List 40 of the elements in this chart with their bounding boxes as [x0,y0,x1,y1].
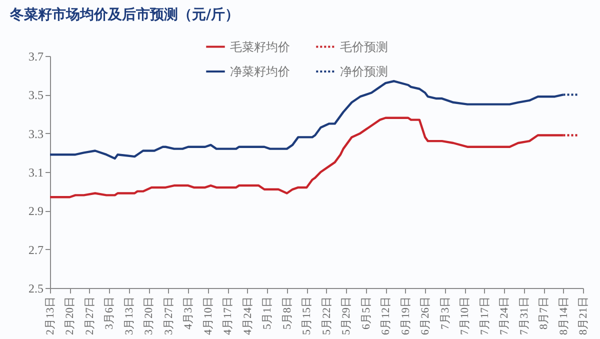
x-tick-label: 5月8日 [281,296,294,330]
y-tick-label: 3.3 [28,126,44,141]
x-tick-label: 4月10日 [202,296,214,335]
y-tick-label: 2.7 [28,242,44,257]
x-tick-label: 3月6日 [104,296,116,330]
legend-label: 净菜籽均价 [230,64,290,78]
x-tick-label: 3月27日 [162,296,175,335]
y-tick-label: 3.7 [28,50,44,64]
x-tick-label: 2月27日 [84,296,96,335]
x-tick-label: 8月21日 [578,296,590,335]
x-tick-label: 7月31日 [518,296,530,335]
legend-label: 净价预测 [340,64,388,78]
x-tick-label: 8月14日 [558,296,570,335]
legend-label: 毛价预测 [340,40,388,54]
y-tick-label: 2.5 [28,282,44,296]
x-tick-label: 7月24日 [498,296,511,335]
y-tick-label: 3.5 [28,88,44,102]
x-tick-label: 6月5日 [360,296,372,330]
x-tick-label: 6月19日 [400,296,412,335]
legend-label: 毛菜籽均价 [230,40,290,54]
chart-title: 冬菜籽市场均价及后市预测（元/斤） [9,6,240,23]
x-tick-label: 4月24日 [242,296,254,335]
x-tick-label: 6月26日 [420,296,432,335]
x-tick-label: 5月15日 [301,296,314,335]
x-tick-label: 8月7日 [538,296,550,330]
x-tick-label: 4月17日 [222,296,234,335]
x-tick-label: 2月13日 [44,296,56,335]
x-tick-label: 7月17日 [478,296,491,335]
x-tick-label: 5月29日 [340,296,353,335]
x-tick-label: 7月3日 [439,296,452,330]
x-tick-label: 4月3日 [182,296,195,330]
x-tick-label: 3月20日 [143,296,156,335]
y-tick-label: 3.1 [28,166,44,180]
x-tick-label: 3月13日 [123,296,136,335]
x-tick-label: 6月12日 [380,296,392,335]
x-tick-label: 2月20日 [64,296,76,335]
x-tick-label: 7月10日 [459,296,472,335]
y-tick-label: 2.9 [28,204,44,218]
x-tick-label: 5月22日 [320,296,333,335]
x-tick-label: 5月1日 [262,296,274,330]
